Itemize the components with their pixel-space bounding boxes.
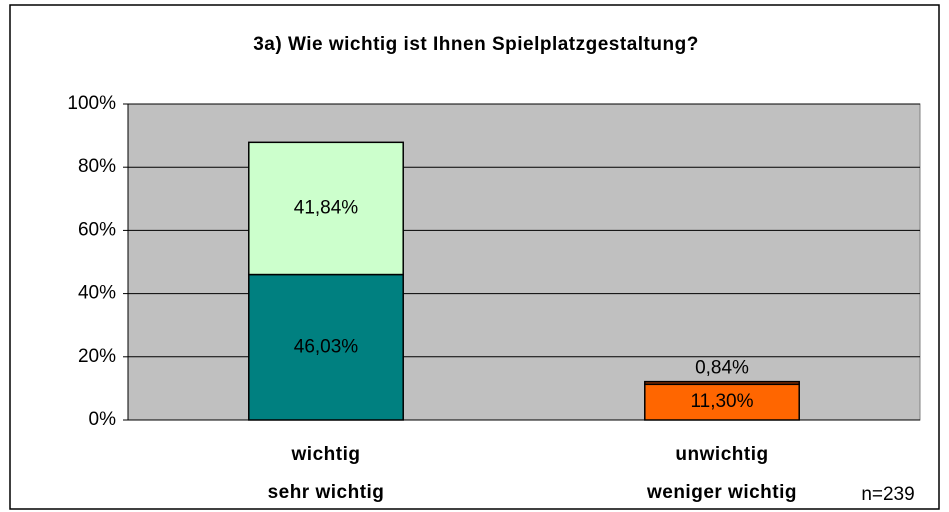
x-tick-label: sehr wichtig [268, 482, 385, 503]
bar-segment [248, 141, 404, 276]
y-tick-label: 0% [89, 409, 117, 430]
y-tick-label: 60% [78, 219, 116, 240]
y-tick-label: 80% [78, 156, 116, 177]
x-tick-label: wichtig [291, 444, 361, 465]
plot-area [127, 103, 921, 421]
bar-segment [248, 273, 404, 421]
value-label: 41,84% [294, 197, 359, 218]
y-tick-label: 40% [78, 283, 116, 304]
value-label: 0,84% [695, 358, 749, 379]
y-tick-label: 100% [67, 93, 116, 114]
value-label: 46,03% [294, 336, 359, 357]
annotation: n=239 [861, 484, 914, 505]
y-tick-label: 20% [78, 346, 116, 367]
chart-title: 3a) Wie wichtig ist Ihnen Spielplatzgest… [253, 34, 699, 55]
value-label: 11,30% [690, 391, 753, 412]
bar-segment [644, 380, 800, 386]
x-tick-label: unwichtig [675, 444, 768, 465]
x-tick-label: weniger wichtig [646, 482, 797, 503]
